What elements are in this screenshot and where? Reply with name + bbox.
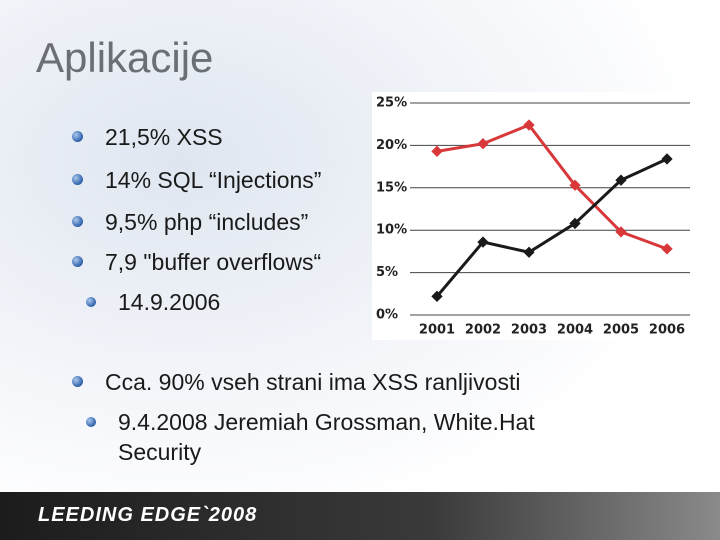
x-tick-label: 2002	[465, 323, 501, 338]
footer: LEEDING EDGE`2008	[0, 492, 720, 540]
chart: 0% 5% 10% 15% 20% 25% 2001 2002 2003 2004 2005 2006	[372, 92, 696, 340]
y-tick-label: 20%	[376, 138, 407, 153]
bullet-text: 21,5% XSS	[105, 124, 223, 150]
bullet	[86, 297, 96, 307]
bullet	[72, 216, 83, 227]
y-tick-label: 25%	[376, 96, 407, 111]
point	[615, 226, 627, 238]
bullet-text: 7,9 "buffer overflows“	[105, 249, 322, 275]
bullet-text: 14.9.2006	[118, 289, 221, 315]
bullet	[86, 417, 96, 427]
y-tick-label: 15%	[376, 180, 407, 195]
x-tick-label: 2006	[649, 323, 685, 338]
bullet	[72, 256, 83, 267]
footer-logo: LEEDING EDGE`2008	[38, 504, 258, 526]
x-tick-label: 2004	[557, 323, 593, 338]
y-tick-label: 10%	[376, 223, 407, 238]
point	[661, 243, 673, 255]
slide-title: Aplikacije	[36, 34, 214, 81]
bullet-text: 9,5% php “includes”	[105, 209, 309, 235]
x-tick-label: 2005	[603, 323, 639, 338]
y-tick-label: 5%	[376, 265, 398, 280]
point	[523, 246, 535, 258]
series-line	[436, 123, 668, 251]
bullet	[72, 174, 83, 185]
bullet	[72, 131, 83, 142]
bullet-text: 14% SQL “Injections”	[105, 167, 322, 193]
bullet-text: 9.4.2008 Jeremiah Grossman, White.Hat Se…	[118, 409, 535, 465]
y-tick-label: 0%	[376, 308, 398, 323]
bullet-text: Cca. 90% vseh strani ima XSS ranljivosti	[105, 369, 521, 395]
x-tick-label: 2001	[419, 323, 455, 338]
series-line	[435, 157, 668, 298]
x-tick-label: 2003	[511, 323, 547, 338]
bullet	[72, 376, 83, 387]
